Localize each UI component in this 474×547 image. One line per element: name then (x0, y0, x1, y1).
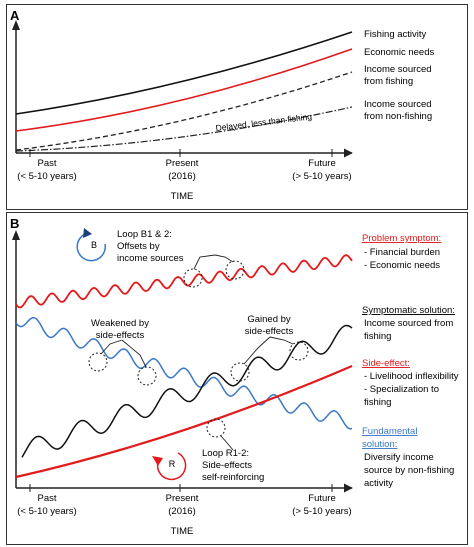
pointer-gained-2 (269, 336, 294, 345)
panel-a-letter: A (10, 8, 20, 23)
label-income-nonfishing-2: from non-fishing (364, 111, 432, 122)
side-effect-title: Side-effect: (362, 358, 410, 369)
problem-item2: - Economic needs (364, 260, 440, 271)
label-income-nonfishing-1: Income sourced (364, 99, 432, 110)
side-effect-item2a: - Specialization to (364, 384, 439, 395)
axis-b-future: Future (308, 493, 335, 504)
panel-b (6, 212, 468, 545)
loop-b-line3: income sources (117, 253, 184, 264)
loop-b-line1: Loop B1 & 2: (117, 229, 172, 240)
panel-b-letter: B (10, 216, 19, 231)
loop-r-arc-icon (156, 452, 187, 481)
fundamental-line1: Diversify income (364, 452, 434, 463)
axis-a-future-range: (> 5-10 years) (292, 171, 351, 182)
weakened-line1: Weakened by (91, 318, 149, 329)
circle-gained-2 (289, 341, 309, 361)
pointer-loop-r (220, 435, 234, 451)
axis-a-present-year: (2016) (168, 171, 195, 182)
problem-title: Problem symptom: (362, 233, 441, 244)
label-economic-needs: Economic needs (364, 47, 434, 58)
axis-b-future-range: (> 5-10 years) (292, 506, 351, 517)
gained-line1: Gained by (247, 314, 291, 325)
axis-a-future: Future (308, 158, 335, 169)
circle-weakened-2 (137, 366, 157, 386)
pointer-weakened-2 (121, 339, 147, 368)
curve-economic-needs (15, 48, 353, 132)
loop-r-arrow-icon (152, 456, 163, 466)
curve-income-nonfishing (15, 106, 353, 152)
loop-r-line1: Loop R1-2: (202, 448, 249, 459)
axis-b-present: Present (166, 493, 199, 504)
curve-fundamental-solution (15, 316, 353, 430)
axis-a-time: TIME (171, 191, 194, 202)
axis-a-past: Past (37, 158, 56, 169)
pointer-offset-2 (214, 254, 234, 263)
side-effect-item2b: fishing (364, 397, 391, 408)
curve-symptomatic-solution (21, 324, 353, 458)
loop-r-symbol: R (169, 459, 176, 469)
circle-offset-2 (225, 260, 245, 280)
curve-fishing-activity (15, 31, 353, 115)
axis-a-present: Present (166, 158, 199, 169)
gained-line2: side-effects (245, 326, 294, 337)
loop-r-line2: Side-effects (202, 460, 252, 471)
circle-weakened-1 (88, 352, 108, 372)
loop-b-arrow-icon (83, 228, 92, 238)
loop-b-arc-icon (76, 232, 106, 262)
symptomatic-line2: fishing (364, 331, 391, 342)
panel-a (6, 4, 468, 210)
axis-b-time: TIME (171, 526, 194, 537)
fundamental-title1: Fundamental (362, 426, 417, 437)
circle-loop-r (206, 418, 226, 438)
problem-item1: - Financial burden (364, 247, 440, 258)
label-income-fishing-1: Income sourced (364, 64, 432, 75)
curve-side-effect (15, 364, 353, 479)
fundamental-title2: solution: (362, 439, 397, 450)
loop-r-line3: self-reinforcing (202, 472, 264, 483)
pointer-gained-1 (243, 336, 271, 365)
axis-a-past-range: (< 5-10 years) (17, 171, 76, 182)
weakened-line2: side-effects (96, 330, 145, 341)
circle-offset-1 (183, 268, 203, 288)
pointer-offset-1 (193, 254, 216, 270)
panel-b-y-arrow-icon (12, 230, 20, 240)
axis-b-past-range: (< 5-10 years) (17, 506, 76, 517)
axis-b-past: Past (37, 493, 56, 504)
curve-income-fishing (15, 71, 353, 151)
pointer-weakened-1 (100, 339, 123, 355)
fundamental-line3: activity (364, 478, 393, 489)
side-effect-item1: - Livelihood inflexibility (364, 371, 459, 382)
loop-b-line2: Offsets by (117, 241, 160, 252)
fundamental-line2: source by non-fishing (364, 465, 454, 476)
symptomatic-line1: Income sourced from (364, 318, 453, 329)
circle-gained-1 (230, 362, 250, 382)
loop-b-symbol: B (91, 240, 97, 250)
axis-b-present-year: (2016) (168, 506, 195, 517)
label-fishing-activity: Fishing activity (364, 29, 427, 40)
symptomatic-title: Symptomatic solution: (362, 305, 455, 316)
panel-a-y-arrow-icon (12, 20, 20, 30)
curve-problem-symptom (15, 254, 353, 309)
label-income-fishing-2: from fishing (364, 76, 413, 87)
delayed-note: Delayed, less than fishing (215, 111, 313, 133)
